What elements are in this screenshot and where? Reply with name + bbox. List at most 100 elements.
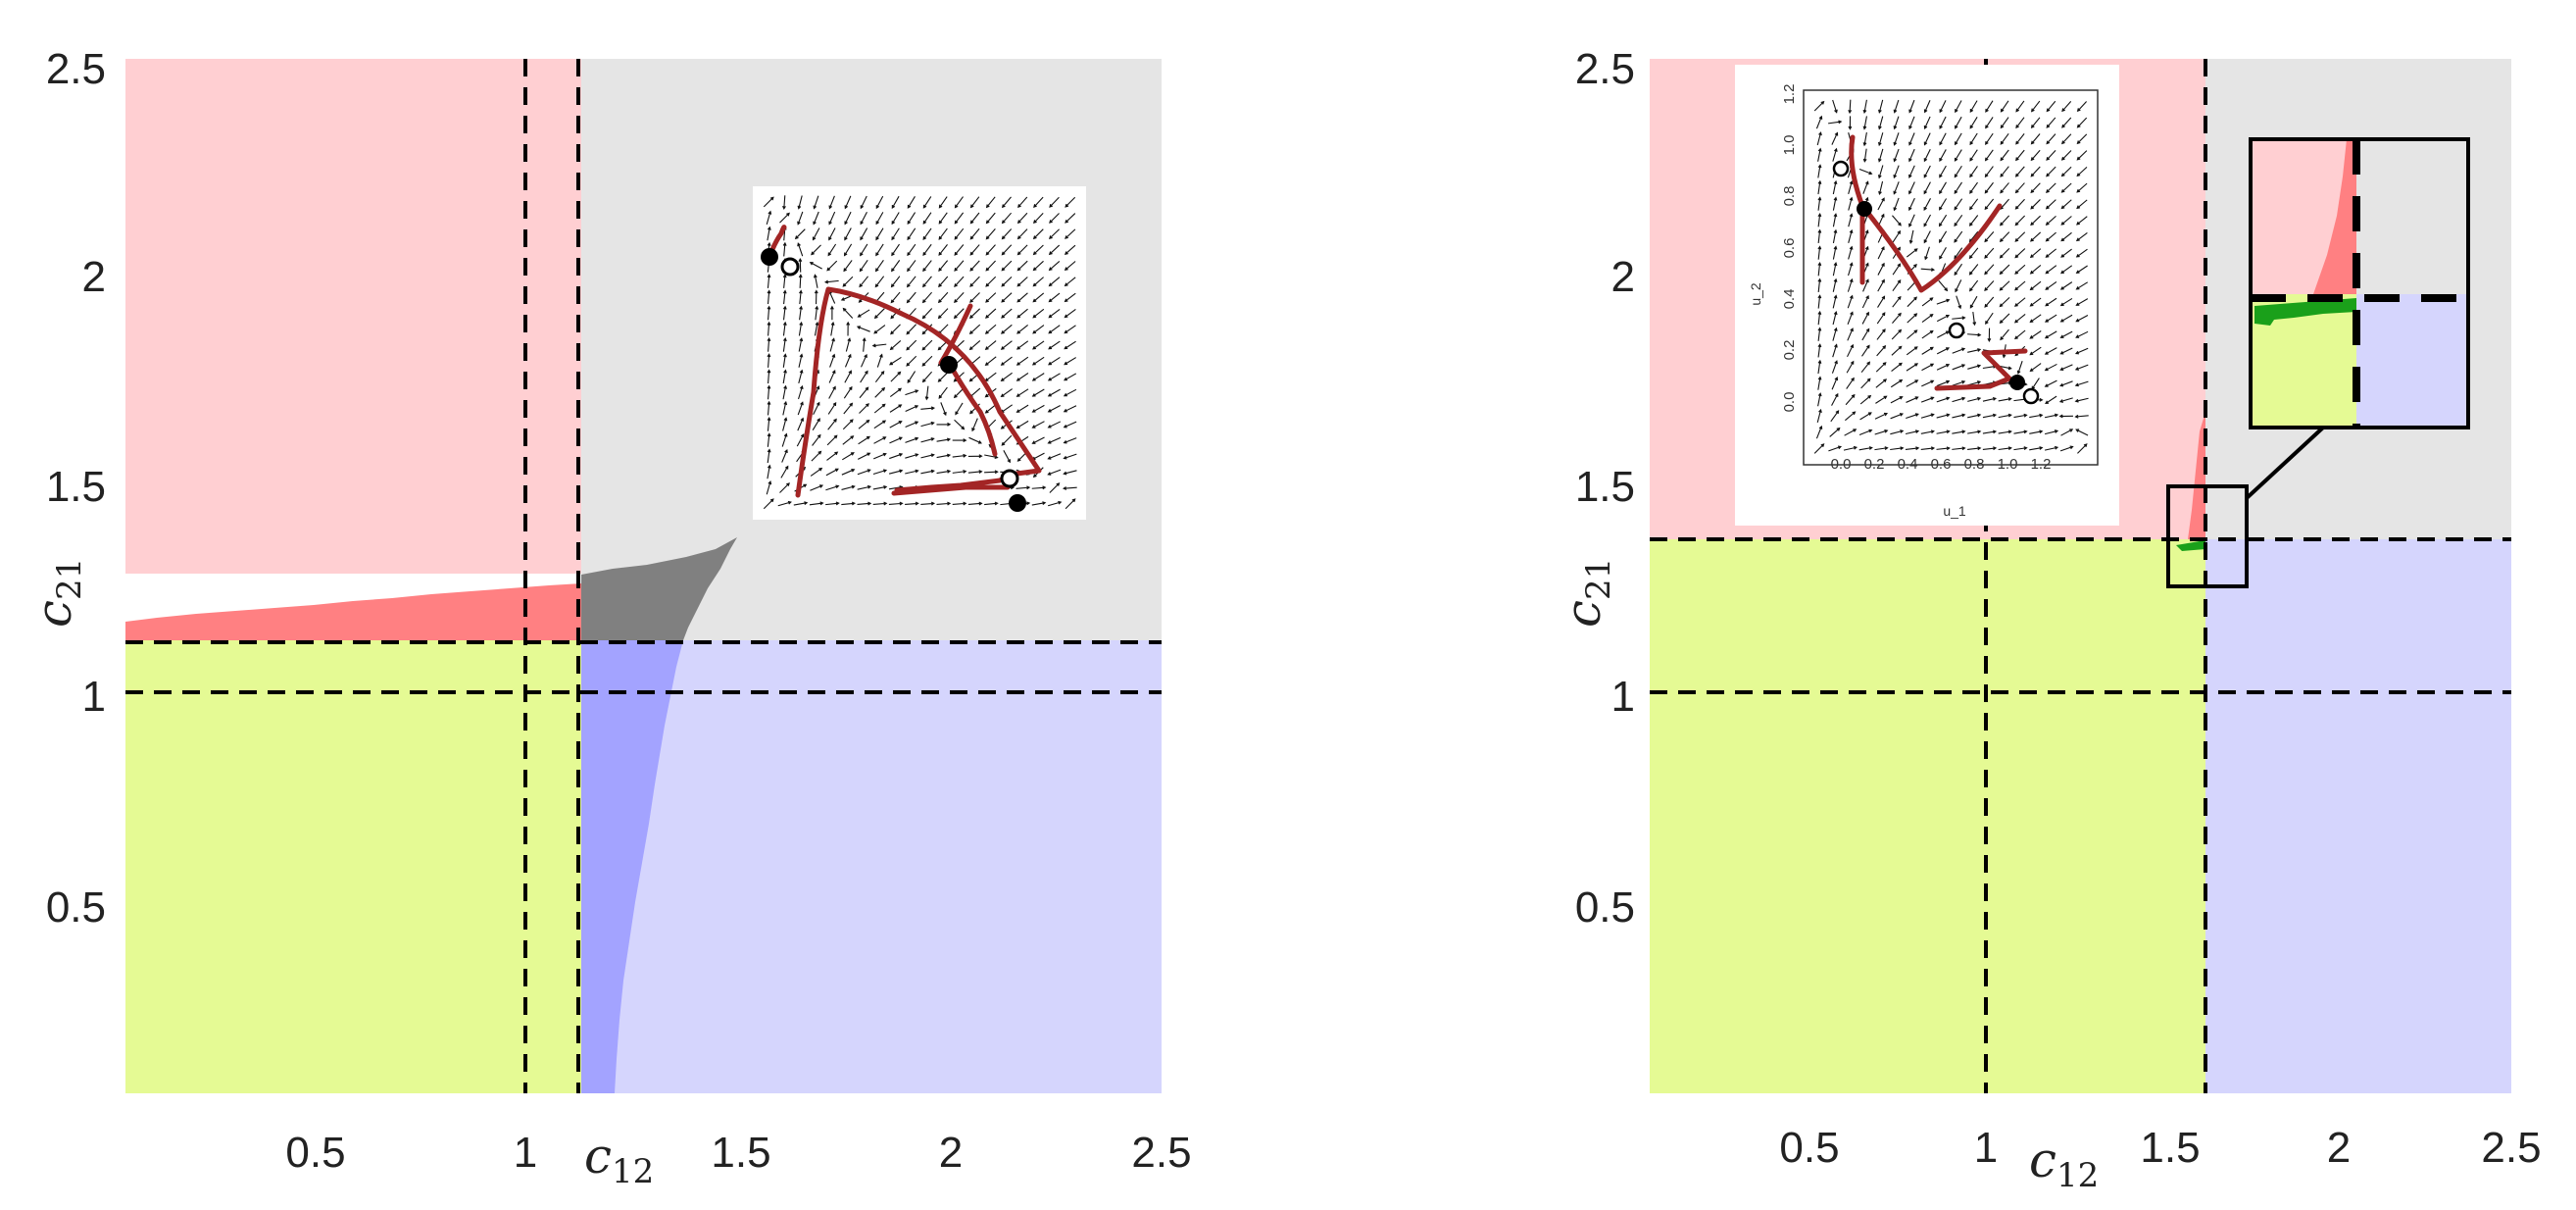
vector-field-arrow bbox=[891, 195, 900, 210]
vector-field-arrow bbox=[1832, 179, 1838, 195]
vector-field-arrow bbox=[859, 276, 868, 288]
vector-field-arrow bbox=[1892, 215, 1902, 227]
vector-field-arrow bbox=[1832, 245, 1838, 260]
vector-field-arrow bbox=[1972, 311, 1977, 327]
vector-field-arrow bbox=[2076, 216, 2088, 226]
vector-field-arrow bbox=[2030, 215, 2041, 227]
vector-field-arrow bbox=[891, 260, 901, 273]
vector-field-arrow bbox=[906, 339, 917, 351]
vector-field-arrow bbox=[875, 243, 884, 257]
vector-field-arrow bbox=[1828, 120, 1843, 125]
vector-field-arrow bbox=[1908, 181, 1915, 195]
vector-field-arrow bbox=[1955, 116, 1962, 129]
vector-field-arrow bbox=[859, 259, 868, 273]
vector-field-arrow bbox=[889, 339, 902, 351]
left-stable-point-2 bbox=[940, 356, 958, 374]
vector-field-arrow bbox=[1816, 131, 1822, 146]
vector-field-arrow bbox=[1000, 356, 1013, 366]
vector-field-arrow bbox=[1984, 198, 1995, 211]
vector-field-arrow bbox=[828, 385, 836, 399]
vector-field-arrow bbox=[921, 291, 932, 304]
vector-field-arrow bbox=[809, 501, 824, 506]
vector-field-arrow bbox=[1064, 309, 1076, 319]
vector-field-arrow bbox=[952, 438, 967, 443]
vector-field-arrow bbox=[938, 227, 948, 240]
vector-field-arrow bbox=[793, 501, 809, 506]
vector-field-arrow bbox=[967, 470, 983, 474]
vector-field-arrow bbox=[1848, 196, 1854, 211]
vector-field-arrow bbox=[766, 480, 772, 495]
vector-field-arrow bbox=[812, 227, 820, 241]
vector-field-arrow bbox=[1817, 213, 1822, 227]
vector-field-arrow bbox=[862, 336, 867, 352]
magnified-inset-frame bbox=[2249, 137, 2470, 429]
vector-field-arrow bbox=[1876, 312, 1886, 325]
vector-field-arrow bbox=[1954, 263, 1963, 277]
vector-field-arrow bbox=[968, 340, 981, 351]
vector-field-arrow bbox=[1032, 325, 1045, 334]
vector-field-arrow bbox=[1031, 356, 1045, 366]
vector-field-arrow bbox=[2045, 248, 2057, 258]
right-inset-xtick-label: 0.8 bbox=[1964, 456, 1985, 473]
vector-field-arrow bbox=[889, 356, 902, 366]
vector-field-arrow bbox=[2014, 248, 2026, 259]
vector-field-arrow bbox=[1920, 268, 1936, 272]
vector-field-arrow bbox=[985, 228, 996, 240]
vector-field-arrow bbox=[2000, 132, 2009, 145]
vector-field-arrow bbox=[938, 386, 948, 399]
left-trajectory-1 bbox=[795, 286, 1042, 498]
vector-field-arrow bbox=[2060, 166, 2072, 177]
vector-field-arrow bbox=[1999, 231, 2010, 243]
vector-field-arrow bbox=[1984, 231, 1995, 243]
vector-field-arrow bbox=[1923, 116, 1931, 130]
vector-field-arrow bbox=[1952, 316, 1966, 321]
vector-field-arrow bbox=[2029, 248, 2042, 259]
vector-field-arrow bbox=[985, 276, 997, 287]
vector-field-arrow bbox=[1936, 413, 1951, 419]
vector-field-arrow bbox=[842, 452, 855, 461]
vector-field-arrow bbox=[1031, 501, 1047, 506]
vector-field-arrow bbox=[2044, 379, 2057, 387]
vector-field-arrow bbox=[1063, 421, 1077, 429]
vector-field-arrow bbox=[2029, 280, 2042, 291]
vector-field-arrow bbox=[1985, 100, 1994, 113]
right-chart: 0.0 0.2 0.4 0.6 0.8 1.0 1.2 0.0 0.2 0.4 … bbox=[1555, 45, 2542, 1195]
vector-field-arrow bbox=[1890, 413, 1905, 420]
vector-field-arrow bbox=[889, 453, 904, 460]
vector-field-arrow bbox=[1032, 244, 1044, 256]
vector-field-arrow bbox=[921, 371, 933, 383]
vector-field-arrow bbox=[888, 501, 904, 506]
vector-field-arrow bbox=[1892, 295, 1902, 308]
right-inset-xtick-label: 0.0 bbox=[1831, 456, 1852, 473]
vector-field-arrow bbox=[1954, 230, 1963, 243]
vector-field-arrow bbox=[1908, 197, 1915, 212]
vector-field-arrow bbox=[905, 469, 919, 475]
vector-field-arrow bbox=[889, 404, 903, 413]
left-region-yellow-green bbox=[125, 640, 581, 1093]
vector-field-arrow bbox=[1032, 308, 1045, 319]
vector-field-arrow bbox=[860, 212, 867, 226]
vector-field-arrow bbox=[794, 228, 806, 240]
vector-field-arrow bbox=[936, 501, 952, 506]
vector-field-arrow bbox=[767, 400, 771, 416]
vector-field-arrow bbox=[1920, 413, 1935, 419]
vector-field-arrow bbox=[2030, 199, 2041, 210]
right-unstable-point-3 bbox=[2022, 387, 2040, 405]
vector-field-arrow bbox=[1817, 245, 1822, 260]
vector-field-arrow bbox=[1923, 149, 1931, 163]
left-region-blue bbox=[581, 640, 683, 1093]
vector-field-arrow bbox=[1003, 450, 1011, 464]
vector-field-arrow bbox=[2013, 313, 2026, 324]
vector-field-arrow bbox=[890, 324, 901, 335]
vector-field-arrow bbox=[823, 279, 839, 284]
vector-field-arrow bbox=[872, 484, 888, 490]
left-inset-vector-field bbox=[763, 195, 1077, 510]
vector-field-arrow bbox=[1923, 198, 1931, 211]
right-inset-vector-field bbox=[1813, 99, 2089, 454]
vector-field-arrow bbox=[825, 484, 840, 491]
vector-field-arrow bbox=[922, 227, 932, 240]
vector-field-arrow bbox=[782, 274, 787, 288]
left-ytick-label: 2 bbox=[82, 253, 106, 301]
vector-field-arrow bbox=[907, 196, 916, 209]
